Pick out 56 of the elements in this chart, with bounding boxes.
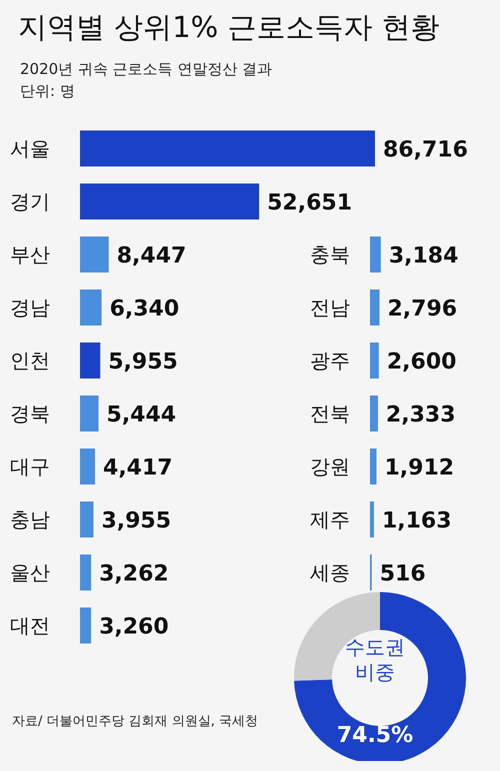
data-label: 3,260 xyxy=(99,614,169,640)
text: 수도권 비중 xyxy=(344,635,406,685)
y-tick-label: 전남 xyxy=(310,296,350,320)
bar xyxy=(80,183,260,220)
text: 단위: 명 xyxy=(20,82,75,101)
y-tick-label: 울산 xyxy=(10,560,50,585)
data-label: 3,955 xyxy=(101,508,172,534)
data-label: 1,163 xyxy=(382,508,452,534)
y-tick-label: 대전 xyxy=(10,614,50,638)
bar xyxy=(80,395,99,432)
y-tick-label: 경남 xyxy=(10,296,50,320)
data-label: 6,340 xyxy=(110,296,180,322)
bar xyxy=(80,607,92,644)
y-tick-label: 서울 xyxy=(10,136,50,161)
bar xyxy=(80,236,109,272)
y-tick-label: 강원 xyxy=(310,454,350,479)
data-label: 5,955 xyxy=(108,349,178,374)
y-tick-label: 대구 xyxy=(10,454,50,479)
data-label: 2,600 xyxy=(386,349,456,374)
bar xyxy=(370,448,377,484)
y-tick-label: 제주 xyxy=(310,508,350,532)
chart-subtitle: 2020년 귀속 근로소득 연말정산 결과 xyxy=(20,60,272,79)
text: 자료/ 더불어민주당 김회재 의원실, 국세청 xyxy=(12,713,258,730)
bar xyxy=(80,554,92,590)
bar xyxy=(80,289,102,326)
data-label: 2,333 xyxy=(386,402,456,428)
bar xyxy=(370,501,374,538)
data-label: 8,447 xyxy=(116,243,186,268)
bar xyxy=(370,289,380,326)
bar xyxy=(370,342,379,378)
y-tick-label: 광주 xyxy=(310,348,350,373)
y-tick-label: 인천 xyxy=(10,348,50,373)
bar xyxy=(80,342,100,378)
y-tick-label: 부산 xyxy=(10,242,50,267)
bar xyxy=(370,236,381,272)
bar xyxy=(80,130,375,166)
data-label: 5,444 xyxy=(106,402,176,428)
data-label: 516 xyxy=(380,561,426,586)
data-label: 74.5% xyxy=(336,723,414,748)
y-tick-label: 충북 xyxy=(310,242,350,267)
data-label: 3,184 xyxy=(388,243,458,268)
y-tick-label: 세종 xyxy=(310,560,350,585)
data-label: 3,262 xyxy=(99,561,169,586)
bar xyxy=(80,501,94,538)
chart-title: 지역별 상위1% 근로소득자 현황 xyxy=(18,9,440,46)
y-tick-label: 충남 xyxy=(10,508,50,532)
data-label: 1,912 xyxy=(384,455,454,480)
bar xyxy=(370,395,378,432)
y-tick-label: 전북 xyxy=(310,402,350,426)
data-label: 52,651 xyxy=(267,190,352,216)
data-label: 4,417 xyxy=(103,455,173,480)
y-tick-label: 경북 xyxy=(10,402,50,426)
data-label: 2,796 xyxy=(388,296,458,322)
bar xyxy=(80,448,96,484)
y-tick-label: 경기 xyxy=(10,190,50,214)
data-label: 86,716 xyxy=(383,137,468,162)
